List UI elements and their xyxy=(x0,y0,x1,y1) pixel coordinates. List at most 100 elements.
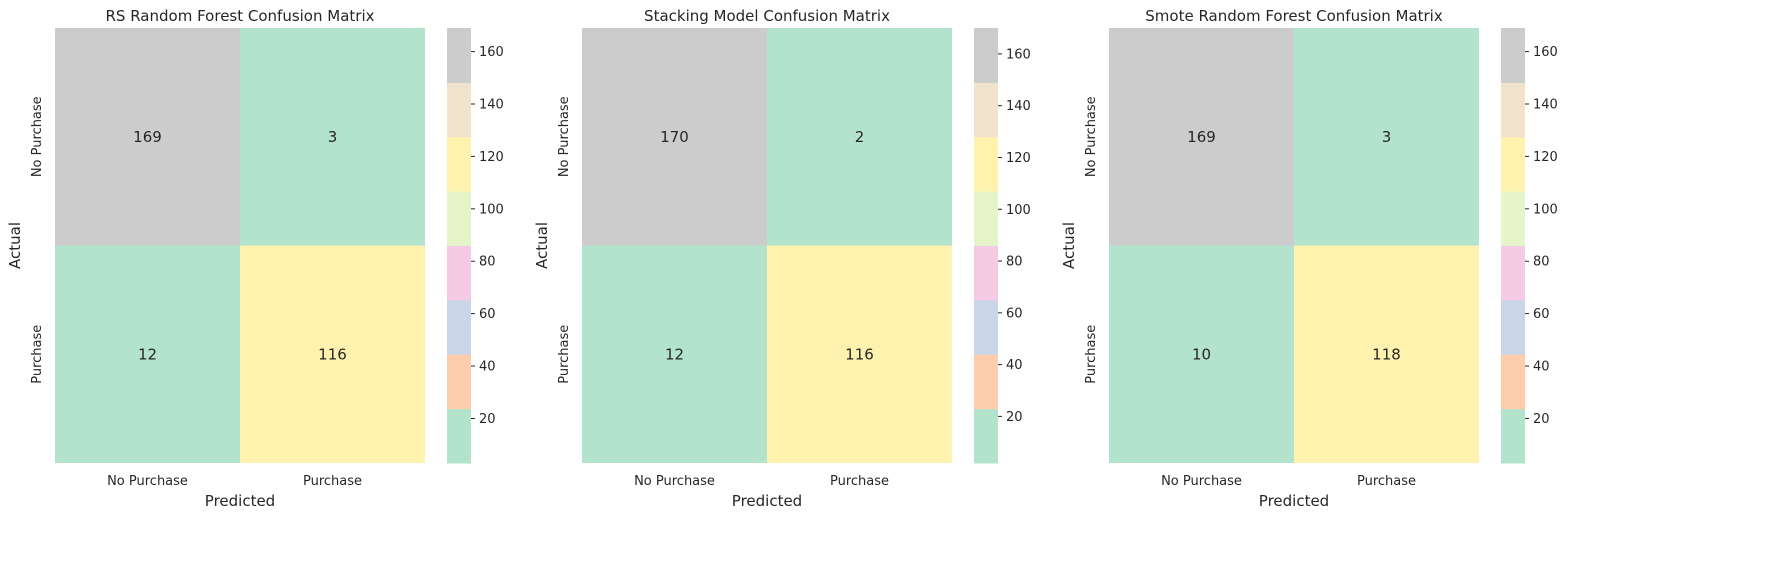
heatmap-cell-r1-c1 xyxy=(1294,245,1479,463)
heatmap-panel-3: 169 3 10 118 Smote Random Forest Confusion M… xyxy=(1060,7,1558,510)
colorbar-segment xyxy=(447,191,471,246)
x-tick-label: No Purchase xyxy=(634,474,715,489)
colorbar-segment xyxy=(447,28,471,83)
colorbar-segment xyxy=(974,191,998,246)
colorbar-segment xyxy=(1501,245,1525,301)
cell-value-label: 3 xyxy=(1382,128,1392,146)
colorbar-tick-label: 20 xyxy=(1533,412,1550,427)
colorbar: 20 40 60 80 100 120 140 160 xyxy=(974,28,1031,464)
colorbar-tick-label: 80 xyxy=(1006,255,1023,270)
cell-value-label: 116 xyxy=(845,345,874,363)
heatmap-cell-r0-c1 xyxy=(1294,28,1479,246)
colorbar-tick-label: 140 xyxy=(1533,97,1558,112)
colorbar-tick-label: 140 xyxy=(1006,99,1031,114)
y-axis-label: Actual xyxy=(533,222,551,269)
heatmap-cell-r1-c0 xyxy=(55,245,240,463)
colorbar-tick-label: 80 xyxy=(479,255,496,270)
colorbar-tick-label: 60 xyxy=(1533,307,1550,322)
y-axis-label: Actual xyxy=(1060,222,1078,269)
colorbar-tick-label: 120 xyxy=(1006,151,1031,166)
colorbar-tick-label: 160 xyxy=(1533,45,1558,60)
colorbar-segment xyxy=(1501,191,1525,246)
x-axis-label: Predicted xyxy=(1259,492,1329,510)
colorbar-segment xyxy=(447,245,471,301)
cell-value-label: 169 xyxy=(133,128,162,146)
colorbar-segment xyxy=(447,299,471,355)
colorbar-tick-label: 40 xyxy=(1533,360,1550,375)
x-axis-label: Predicted xyxy=(732,492,802,510)
colorbar-tick-label: 160 xyxy=(1006,47,1031,62)
heatmap-cell-r0-c1 xyxy=(767,28,952,246)
cell-value-label: 3 xyxy=(328,128,338,146)
heatmap-cell-r0-c0 xyxy=(1109,28,1294,246)
colorbar-tick-label: 20 xyxy=(479,412,496,427)
heatmap-cell-r1-c1 xyxy=(767,245,952,463)
cell-value-label: 118 xyxy=(1372,345,1401,363)
colorbar-tick-label: 60 xyxy=(1006,306,1023,321)
cell-value-label: 169 xyxy=(1187,128,1216,146)
colorbar-tick-label: 120 xyxy=(1533,150,1558,165)
colorbar-segment xyxy=(974,299,998,355)
colorbar-segment xyxy=(447,82,471,138)
x-tick-label: No Purchase xyxy=(107,474,188,489)
colorbar-segment xyxy=(1501,82,1525,138)
heatmap-cell-r0-c0 xyxy=(55,28,240,246)
cell-value-label: 12 xyxy=(665,345,684,363)
y-tick-label: No Purchase xyxy=(1084,96,1099,177)
colorbar-segment xyxy=(1501,354,1525,410)
x-tick-label: Purchase xyxy=(1357,474,1416,489)
colorbar-tick-label: 40 xyxy=(479,360,496,375)
colorbar-segment xyxy=(974,245,998,301)
colorbar-tick-label: 120 xyxy=(479,150,504,165)
colorbar-segment xyxy=(974,28,998,83)
x-tick-label: No Purchase xyxy=(1161,474,1242,489)
heatmap-cell-r1-c1 xyxy=(240,245,425,463)
colorbar: 20 40 60 80 100 120 140 160 xyxy=(1501,28,1558,464)
colorbar-segment xyxy=(1501,136,1525,192)
heatmap-panel-2: 170 2 12 116 Stacking Model Confusion Matrix… xyxy=(533,7,1031,510)
cell-value-label: 170 xyxy=(660,128,689,146)
heatmap-cell-r0-c0 xyxy=(582,28,767,246)
colorbar-tick-label: 140 xyxy=(479,97,504,112)
x-tick-label: Purchase xyxy=(303,474,362,489)
chart-title: RS Random Forest Confusion Matrix xyxy=(106,7,375,25)
colorbar-tick-label: 40 xyxy=(1006,358,1023,373)
colorbar: 20 40 60 80 100 120 140 160 xyxy=(447,28,504,464)
heatmap-panel-1: 169 3 12 116 RS Random Forest Confusion Matr… xyxy=(6,7,504,510)
x-axis-label: Predicted xyxy=(205,492,275,510)
y-axis-label: Actual xyxy=(6,222,24,269)
colorbar-tick-label: 100 xyxy=(479,202,504,217)
cell-value-label: 10 xyxy=(1192,345,1211,363)
colorbar-segment xyxy=(1501,28,1525,83)
colorbar-segment xyxy=(974,82,998,138)
colorbar-tick-label: 60 xyxy=(479,307,496,322)
heatmap-cell-r1-c0 xyxy=(1109,245,1294,463)
colorbar-segment xyxy=(974,354,998,410)
cell-value-label: 116 xyxy=(318,345,347,363)
y-tick-label: Purchase xyxy=(30,325,45,384)
cell-value-label: 2 xyxy=(855,128,865,146)
y-tick-label: No Purchase xyxy=(30,96,45,177)
colorbar-tick-label: 20 xyxy=(1006,410,1023,425)
y-tick-label: Purchase xyxy=(1084,325,1099,384)
cell-value-label: 12 xyxy=(138,345,157,363)
colorbar-tick-label: 160 xyxy=(479,45,504,60)
chart-title: Smote Random Forest Confusion Matrix xyxy=(1145,7,1443,25)
colorbar-segment xyxy=(447,354,471,410)
colorbar-tick-label: 100 xyxy=(1006,203,1031,218)
heatmap-cell-r0-c1 xyxy=(240,28,425,246)
colorbar-segment xyxy=(1501,408,1525,464)
y-tick-label: Purchase xyxy=(557,325,572,384)
colorbar-tick-label: 100 xyxy=(1533,202,1558,217)
colorbar-segment xyxy=(447,136,471,192)
colorbar-segment xyxy=(447,408,471,464)
y-tick-label: No Purchase xyxy=(557,96,572,177)
colorbar-segment xyxy=(974,408,998,464)
colorbar-tick-label: 80 xyxy=(1533,255,1550,270)
colorbar-segment xyxy=(1501,299,1525,355)
colorbar-segment xyxy=(974,136,998,192)
x-tick-label: Purchase xyxy=(830,474,889,489)
heatmap-cell-r1-c0 xyxy=(582,245,767,463)
